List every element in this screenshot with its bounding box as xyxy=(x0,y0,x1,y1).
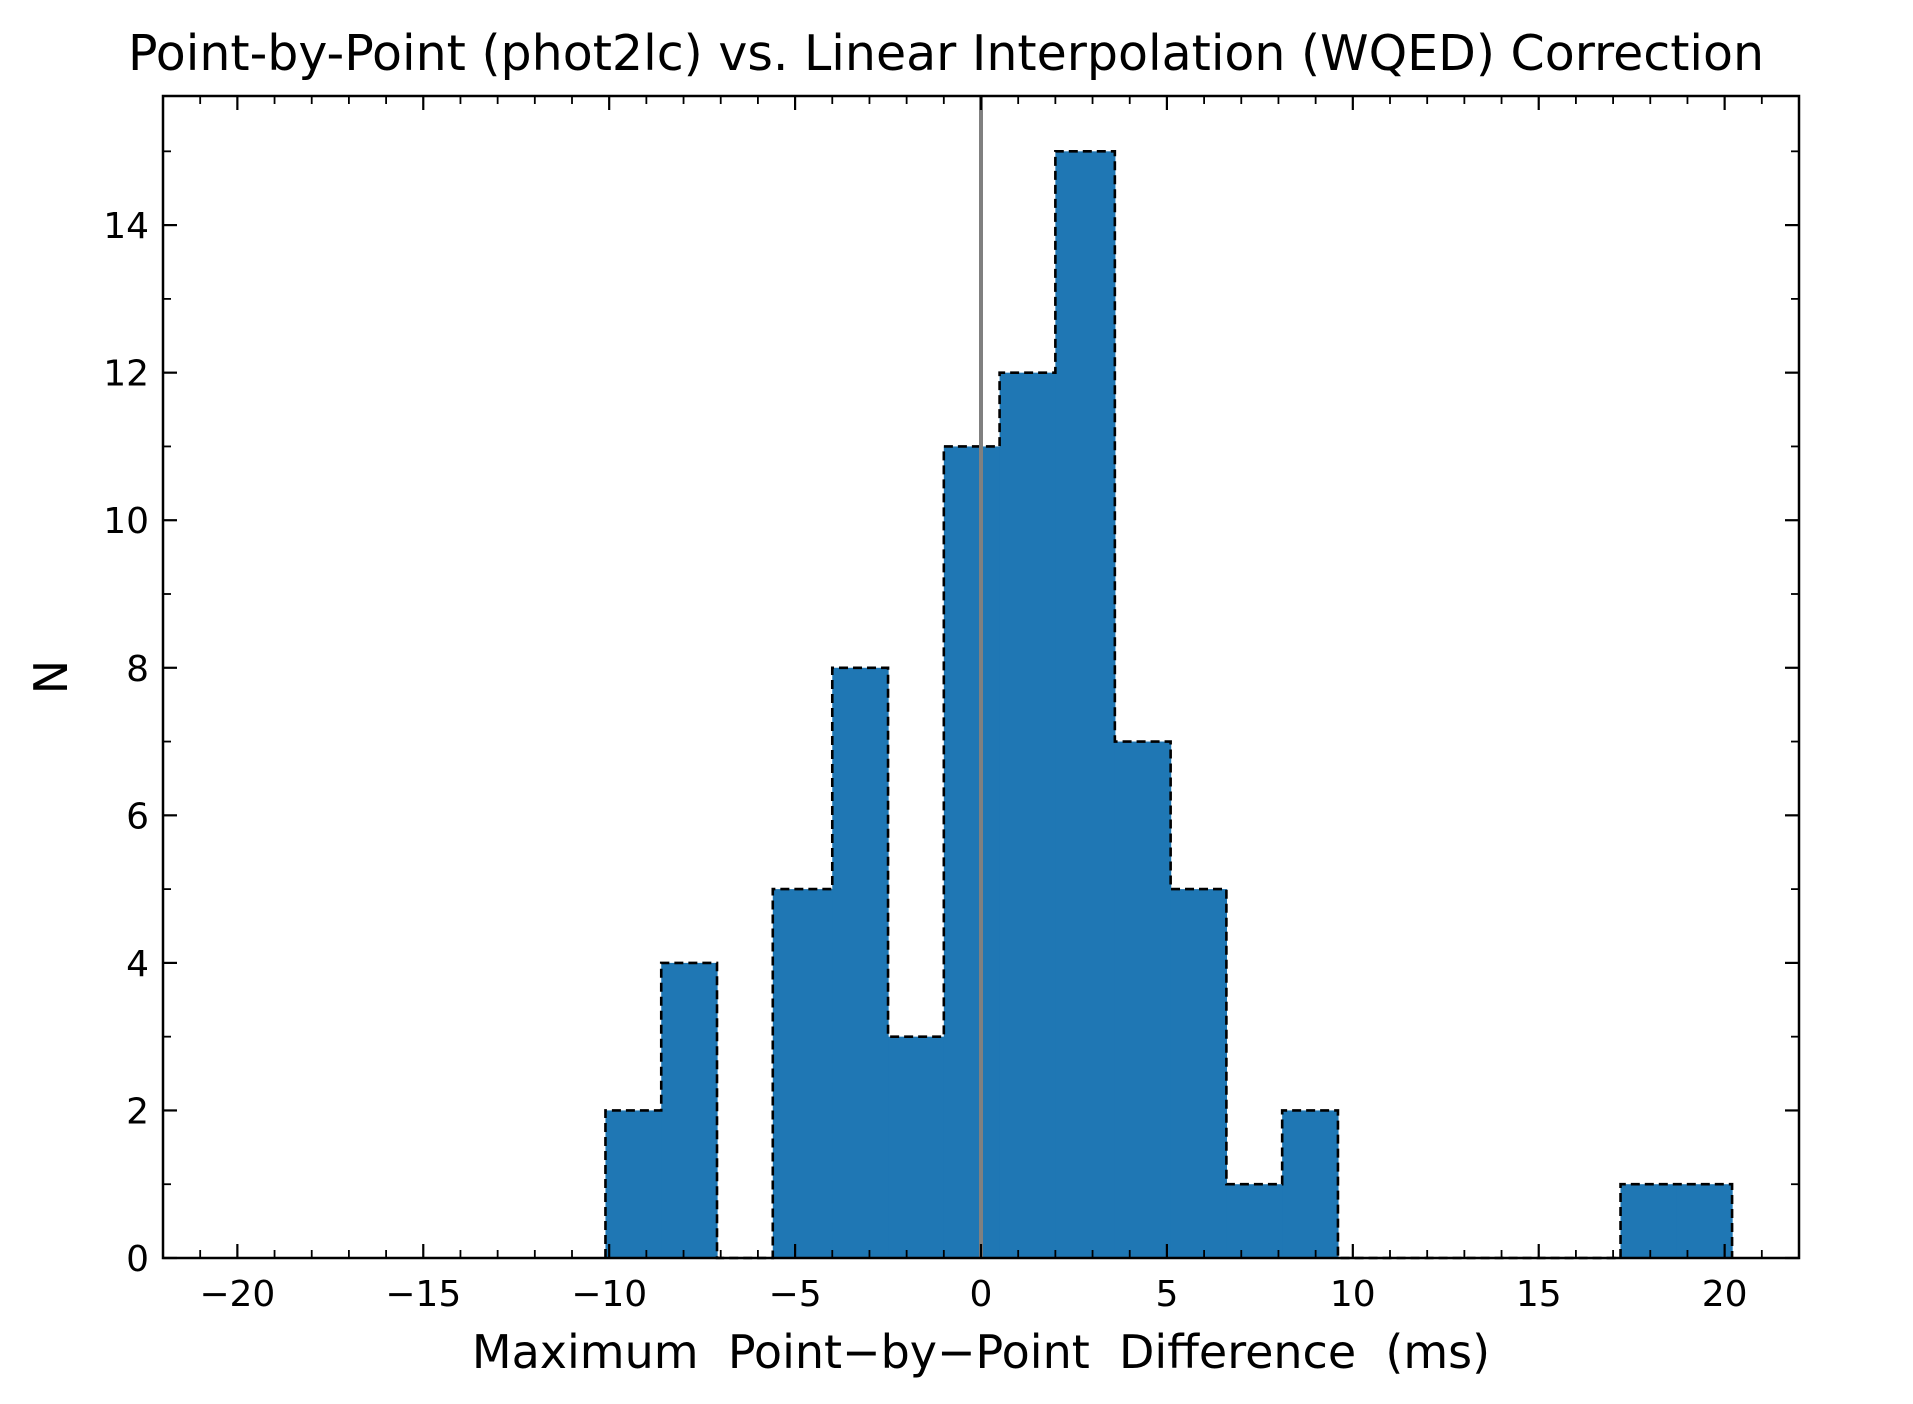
x-tick-label: −15 xyxy=(385,1274,461,1315)
x-tick-label: 20 xyxy=(1702,1274,1748,1315)
y-tick-label: 14 xyxy=(103,206,149,247)
y-axis-label: N xyxy=(24,660,78,694)
histogram-bar xyxy=(999,372,1056,1259)
y-tick-label: 4 xyxy=(126,944,149,985)
histogram-bar xyxy=(832,667,889,1258)
histogram-bar xyxy=(1282,1110,1339,1258)
x-tick-label: −5 xyxy=(769,1274,822,1315)
histogram-bar xyxy=(1055,151,1116,1258)
histogram-bar xyxy=(772,889,833,1258)
y-tick-label: 6 xyxy=(126,796,149,837)
y-tick-label: 10 xyxy=(103,501,149,542)
y-tick-label: 12 xyxy=(103,354,149,395)
x-tick-label: 15 xyxy=(1516,1274,1562,1315)
histogram-bars xyxy=(604,150,1734,1260)
x-tick-label: 5 xyxy=(1155,1274,1178,1315)
y-tick-label: 2 xyxy=(126,1091,149,1132)
x-tick-label: −10 xyxy=(571,1274,647,1315)
x-tick-label: −20 xyxy=(199,1274,275,1315)
x-axis-label: Maximum Point−by−Point Difference (ms) xyxy=(472,1325,1490,1379)
histogram-bar xyxy=(1620,1184,1677,1258)
y-tick-labels: 0 2 4 6 8 10 12 14 xyxy=(103,206,149,1280)
histogram-bar xyxy=(943,446,1001,1258)
y-tick-label: 8 xyxy=(126,649,149,690)
histogram-bar xyxy=(1226,1184,1283,1258)
histogram-bar xyxy=(605,1110,662,1258)
x-tick-labels: −20 −15 −10 −5 0 5 10 15 20 xyxy=(199,1274,1747,1315)
histogram-bar xyxy=(1114,741,1172,1258)
axis-ticks xyxy=(163,96,1799,1260)
histogram-bar xyxy=(661,962,718,1258)
chart-title: Point-by-Point (phot2lc) vs. Linear Inte… xyxy=(128,25,1764,82)
y-tick-label: 0 xyxy=(126,1239,149,1280)
x-tick-label: 10 xyxy=(1330,1274,1376,1315)
histogram-bar xyxy=(1676,1184,1733,1258)
histogram-bar xyxy=(888,1036,945,1258)
histogram-bar xyxy=(1170,889,1227,1258)
x-tick-label: 0 xyxy=(970,1274,993,1315)
